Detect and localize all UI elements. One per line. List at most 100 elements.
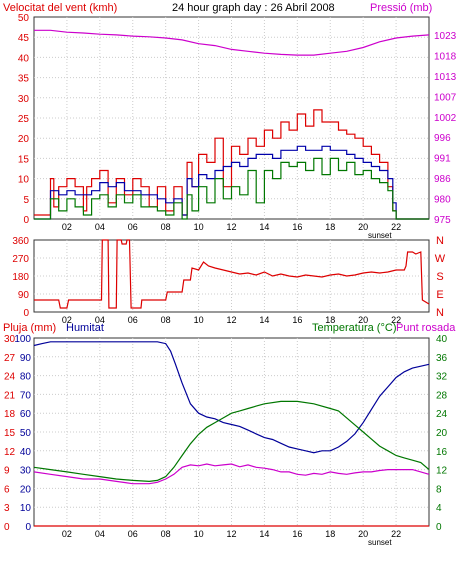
temperature-tick-label: 16: [436, 447, 448, 458]
x-tick-label: 16: [292, 315, 302, 325]
pressure-tick-label: 1007: [434, 92, 457, 103]
temperature-tick-label: 4: [436, 503, 442, 514]
temperature-tick-label: 24: [436, 409, 448, 420]
direction-tick-label: 270: [12, 254, 29, 265]
series-line: [34, 157, 429, 220]
humidity-tick-label: 20: [20, 484, 32, 495]
humidity-tick-label: 40: [20, 447, 32, 458]
rain-tick-label: 9: [4, 466, 10, 477]
humidity-tick-label: 10: [20, 503, 32, 514]
x-tick-label: 12: [226, 529, 236, 539]
temperature-tick-label: 36: [436, 353, 448, 364]
x-tick-label: 20: [358, 529, 368, 539]
compass-label: E: [436, 289, 443, 301]
rain-axis-label: Pluja (mm): [3, 322, 56, 334]
pressure-tick-label: 975: [434, 215, 451, 226]
temperature-tick-label: 40: [436, 334, 448, 345]
temperature-tick-label: 28: [436, 390, 448, 401]
dewpoint-axis-label: Punt rosada: [396, 322, 456, 334]
axis-tick-labels: 02 04 06 08 10 12 14 16 18 20 22051015202530354045…: [4, 13, 457, 539]
x-tick-label: 12: [226, 222, 236, 232]
compass-label: N: [436, 307, 444, 319]
pressure-tick-label: 996: [434, 133, 451, 144]
rain-tick-label: 18: [4, 409, 16, 420]
rain-tick-label: 3: [4, 503, 10, 514]
humidity-tick-label: 30: [20, 466, 32, 477]
x-tick-label: 04: [95, 222, 105, 232]
humidity-axis-label: Humitat: [66, 322, 104, 334]
rain-tick-label: 12: [4, 447, 16, 458]
pressure-tick-label: 1023: [434, 31, 457, 42]
humidity-panel-grid: [34, 338, 429, 526]
x-tick-label: 20: [358, 222, 368, 232]
x-tick-label: 06: [128, 222, 138, 232]
wind-tick-label: 20: [18, 134, 30, 145]
series-line: [33, 463, 430, 485]
x-tick-label: 02: [62, 222, 72, 232]
x-tick-label: 14: [259, 222, 269, 232]
temperature-tick-label: 12: [436, 466, 448, 477]
wind-tick-label: 25: [18, 114, 30, 125]
x-tick-label: 06: [128, 315, 138, 325]
series-line: [34, 29, 430, 56]
wind-tick-label: 10: [18, 175, 30, 186]
pressure-tick-label: 980: [434, 195, 451, 206]
pressure-tick-label: 1013: [434, 72, 457, 83]
temperature-axis-label: Temperatura (°C): [312, 322, 396, 334]
direction-panel-grid: [34, 240, 429, 312]
direction-panel-series: [34, 239, 430, 309]
humidity-tick-label: 80: [20, 372, 32, 383]
series-line: [34, 239, 430, 309]
x-tick-label: 18: [325, 222, 335, 232]
wind-tick-label: 5: [23, 195, 29, 206]
compass-label: W: [435, 253, 446, 265]
wind-axis-label: Velocitat del vent (kmh): [3, 2, 117, 14]
x-tick-label: 22: [391, 529, 401, 539]
x-tick-label: 06: [128, 529, 138, 539]
direction-tick-label: 180: [12, 272, 29, 283]
temperature-tick-label: 32: [436, 372, 448, 383]
direction-tick-label: 360: [12, 236, 29, 247]
chart-title: 24 hour graph day : 26 Abril 2008: [172, 2, 335, 14]
x-tick-label: 14: [259, 529, 269, 539]
x-tick-label: 16: [292, 222, 302, 232]
temperature-tick-label: 0: [436, 522, 442, 533]
wind-panel-series: [34, 29, 430, 220]
sunset-label-top: sunset: [368, 231, 392, 240]
wind-tick-label: 35: [18, 74, 30, 85]
x-tick-label: 22: [391, 315, 401, 325]
humidity-tick-label: 70: [20, 390, 32, 401]
wind-tick-label: 30: [18, 94, 30, 105]
wind-tick-label: 45: [18, 33, 30, 44]
humidity-tick-label: 90: [20, 353, 32, 364]
x-tick-label: 14: [259, 315, 269, 325]
pressure-tick-label: 991: [434, 154, 451, 165]
wind-tick-label: 0: [23, 215, 29, 226]
series-line: [34, 145, 429, 220]
rain-tick-label: 27: [4, 353, 16, 364]
x-tick-label: 18: [325, 315, 335, 325]
humidity-tick-label: 60: [20, 409, 32, 420]
x-tick-label: 12: [226, 315, 236, 325]
compass-label: N: [436, 235, 444, 247]
x-tick-label: 08: [161, 529, 171, 539]
humidity-tick-label: 0: [25, 522, 31, 533]
rain-tick-label: 21: [4, 390, 16, 401]
x-tick-label: 16: [292, 529, 302, 539]
direction-tick-label: 0: [23, 308, 29, 319]
pressure-tick-label: 1018: [434, 51, 457, 62]
x-tick-label: 04: [95, 315, 105, 325]
rain-tick-label: 24: [4, 372, 16, 383]
wind-tick-label: 50: [18, 13, 30, 24]
wind-tick-label: 40: [18, 53, 30, 64]
humidity-tick-label: 50: [20, 428, 32, 439]
pressure-tick-label: 986: [434, 174, 451, 185]
sunset-label-bottom: sunset: [368, 538, 392, 547]
rain-tick-label: 0: [4, 522, 10, 533]
x-tick-label: 02: [62, 315, 72, 325]
wind-tick-label: 15: [18, 154, 30, 165]
x-tick-label: 10: [194, 222, 204, 232]
pressure-tick-label: 1002: [434, 113, 457, 124]
